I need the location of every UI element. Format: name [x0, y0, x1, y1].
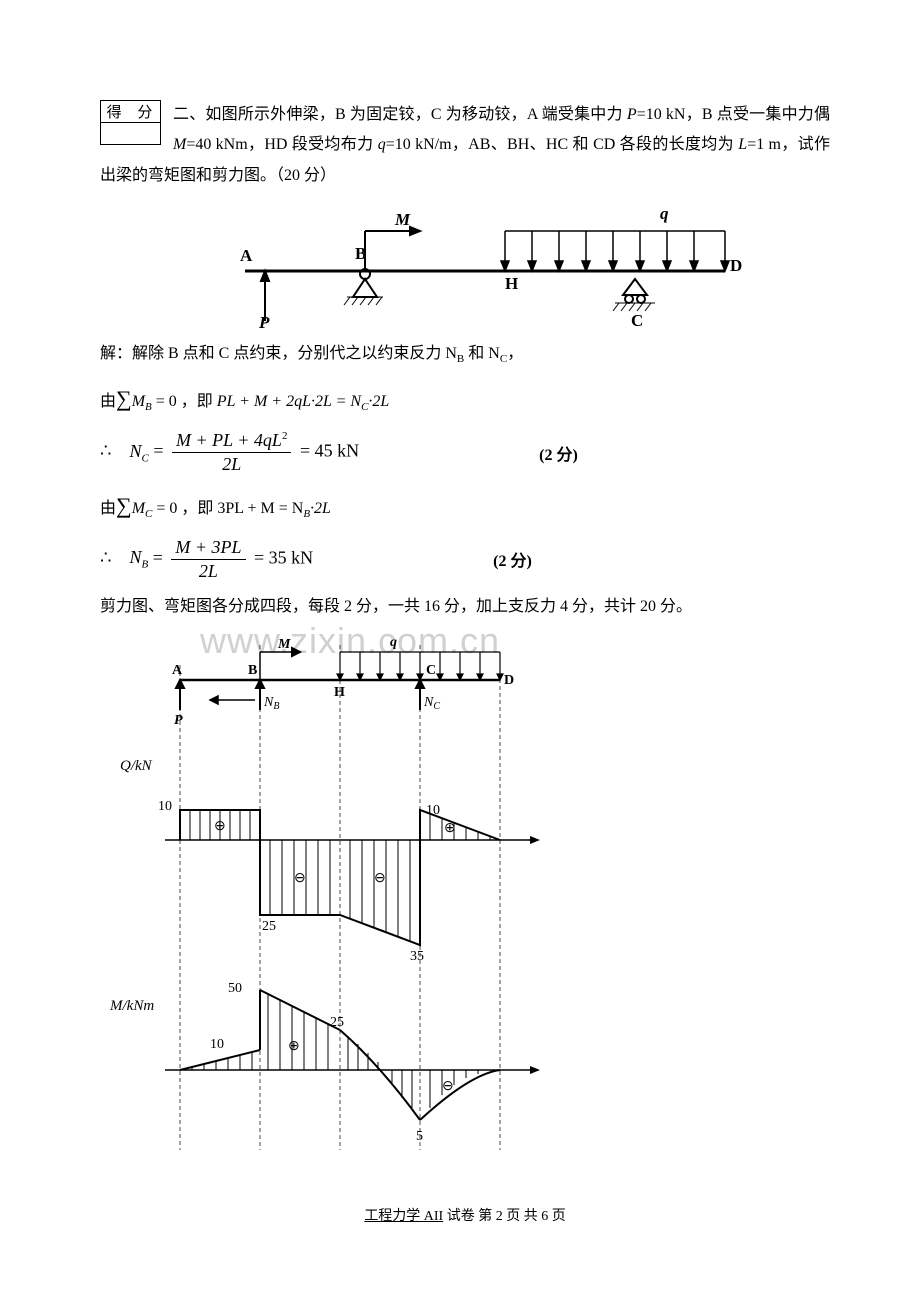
problem-text-2: =10 kN，B 点受一集中力偶 — [637, 106, 830, 123]
svg-text:B: B — [248, 663, 257, 678]
svg-text:M/kNm: M/kNm — [109, 998, 154, 1014]
svg-text:H: H — [334, 685, 345, 700]
label-C: C — [631, 311, 643, 330]
svg-text:M: M — [277, 637, 291, 652]
shear-moment-diagram: A B H C D M q P NB NC Q/kN 10 10 — [100, 630, 580, 1170]
svg-text:⊖: ⊖ — [374, 871, 386, 886]
score-box: 得 分 — [100, 100, 161, 145]
equation-1: 由∑MB = 0 ，即 PL + M + 2qL·2L = NC·2L — [100, 378, 830, 420]
label-q: q — [660, 204, 669, 223]
var-L: L — [738, 136, 747, 153]
label-D: D — [730, 256, 742, 275]
svg-text:⊖: ⊖ — [294, 871, 306, 886]
label-M: M — [394, 210, 411, 229]
svg-text:A: A — [172, 663, 183, 678]
label-A: A — [240, 246, 253, 265]
svg-text:35: 35 — [410, 949, 424, 964]
score-value — [101, 123, 161, 145]
svg-text:10: 10 — [210, 1037, 224, 1052]
svg-text:NB: NB — [263, 695, 279, 712]
var-P: P — [627, 106, 637, 123]
label-P: P — [258, 313, 270, 331]
points-badge-2: (2 分) — [493, 547, 532, 571]
nc-result: ∴ NC = M + PL + 4qL22L = 45 kN (2 分) — [100, 430, 830, 475]
label-B: B — [355, 244, 366, 263]
nb-result: ∴ NB = M + 3PL2L = 35 kN (2 分) — [100, 537, 830, 582]
svg-text:⊕: ⊕ — [214, 819, 226, 834]
footer-course: 工程力学 AII — [364, 1209, 443, 1224]
label-H: H — [505, 274, 518, 293]
svg-text:D: D — [504, 673, 514, 688]
equation-2: 由∑MC = 0 ，即 3PL + M = NB·2L — [100, 485, 830, 527]
problem-text-1: 二、如图所示外伸梁，B 为固定铰，C 为移动铰，A 端受集中力 — [173, 106, 627, 123]
problem-text-3: =40 kNm，HD 段受均布力 — [186, 136, 377, 153]
solution-line-1: 解：解除 B 点和 C 点约束，分别代之以约束反力 NB 和 NC， — [100, 339, 830, 370]
var-M: M — [173, 136, 186, 153]
svg-text:25: 25 — [262, 919, 276, 934]
problem-statement: 二、如图所示外伸梁，B 为固定铰，C 为移动铰，A 端受集中力 P=10 kN，… — [100, 100, 830, 191]
page-footer: 工程力学 AII 试卷 第 2 页 共 6 页 — [100, 1205, 830, 1225]
svg-text:NC: NC — [423, 695, 440, 712]
beam-loading-diagram: A B H C D M q P — [185, 201, 745, 331]
svg-text:10: 10 — [158, 799, 172, 814]
score-label: 得 分 — [101, 101, 161, 123]
svg-text:C: C — [426, 663, 436, 678]
grading-note: 剪力图、弯矩图各分成四段，每段 2 分，一共 16 分，加上支反力 4 分，共计… — [100, 592, 830, 622]
svg-text:⊕: ⊕ — [288, 1039, 300, 1054]
svg-text:25: 25 — [330, 1015, 344, 1030]
svg-text:Q/kN: Q/kN — [120, 758, 153, 774]
svg-text:⊖: ⊖ — [442, 1079, 454, 1094]
points-badge: (2 分) — [539, 441, 578, 465]
var-q: q — [378, 136, 386, 153]
svg-text:50: 50 — [228, 981, 242, 996]
svg-text:10: 10 — [426, 803, 440, 818]
footer-page: 试卷 第 2 页 共 6 页 — [443, 1209, 566, 1224]
svg-text:5: 5 — [416, 1129, 423, 1144]
svg-text:P: P — [174, 713, 183, 728]
svg-text:q: q — [390, 635, 397, 650]
problem-text-4: =10 kN/m，AB、BH、HC 和 CD 各段的长度均为 — [386, 136, 739, 153]
svg-text:⊕: ⊕ — [444, 821, 456, 836]
